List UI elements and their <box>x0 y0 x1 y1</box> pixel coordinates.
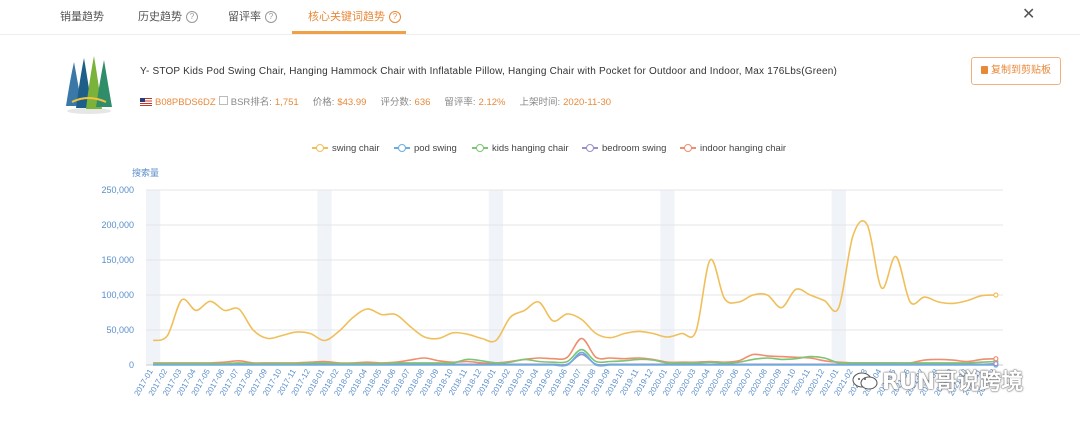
y-tick-label: 150,000 <box>101 255 134 265</box>
legend-item-swing-chair[interactable]: swing chair <box>312 143 380 154</box>
close-icon[interactable]: ✕ <box>1022 4 1036 23</box>
us-flag-icon <box>140 98 152 106</box>
product-image <box>66 56 112 114</box>
copy-to-clipboard-button[interactable]: 复制到剪贴板 <box>971 57 1061 85</box>
y-tick-label: 200,000 <box>101 220 134 230</box>
copy-icon <box>981 66 988 74</box>
legend-marker <box>472 143 488 153</box>
tab-review-rate[interactable]: 留评率? <box>228 8 277 24</box>
bsr-label: BSR排名: <box>230 97 272 108</box>
legend-marker <box>680 143 696 153</box>
legend-marker <box>312 143 328 153</box>
active-tab-indicator <box>292 31 406 34</box>
series-point <box>993 356 999 362</box>
tab-label: 历史趋势 <box>138 11 182 23</box>
watermark: RUN哥说跨境 <box>852 364 1023 396</box>
series-point <box>993 292 999 298</box>
series-point <box>993 361 999 367</box>
y-tick-label: 100,000 <box>101 290 134 300</box>
tab-label: 销量趋势 <box>60 11 104 23</box>
external-link-icon[interactable] <box>218 96 228 105</box>
product-title: Y- STOP Kids Pod Swing Chair, Hanging Ha… <box>140 66 838 77</box>
series-line-pod-swing <box>153 351 996 367</box>
y-axis-title: 搜索量 <box>132 168 160 178</box>
legend-label: swing chair <box>332 143 380 154</box>
bsr-value: 1,751 <box>274 97 299 108</box>
review-rate-value: 2.12% <box>478 97 506 108</box>
tab-history-trend[interactable]: 历史趋势? <box>138 8 198 24</box>
help-icon[interactable]: ? <box>389 11 401 23</box>
year-band <box>660 190 675 365</box>
legend-item-kids-hanging-chair[interactable]: kids hanging chair <box>472 143 569 154</box>
listed-value: 2020-11-30 <box>563 97 612 108</box>
year-band <box>831 190 846 365</box>
series-line-kids-hanging-chair <box>153 348 996 365</box>
tab-label: 核心关键词趋势 <box>308 11 385 23</box>
listed-label: 上架时间: <box>519 97 561 108</box>
chart-legend: swing chair pod swing kids hanging chair… <box>0 143 1080 157</box>
wechat-logo-icon <box>852 372 878 390</box>
asin-link[interactable]: B08PBDS6DZ <box>155 97 216 108</box>
tab-sales-trend[interactable]: 销量趋势 <box>60 8 104 24</box>
legend-item-pod-swing[interactable]: pod swing <box>394 143 457 154</box>
reviews-label: 评分数: <box>380 97 412 108</box>
price-value: $43.99 <box>337 97 367 108</box>
tab-label: 留评率 <box>228 11 261 23</box>
review-rate-label: 留评率: <box>444 97 476 108</box>
price-label: 价格: <box>312 97 335 108</box>
watermark-text: RUN哥说跨境 <box>882 370 1024 395</box>
legend-label: indoor hanging chair <box>700 143 787 154</box>
legend-item-bedroom-swing[interactable]: bedroom swing <box>582 143 666 154</box>
legend-label: bedroom swing <box>602 143 667 154</box>
product-meta: B08PBDS6DZ BSR排名: 1,751 价格: $43.99 评分数: 636 留评率… <box>140 94 625 108</box>
year-band <box>488 190 504 365</box>
legend-marker <box>394 143 410 153</box>
legend-label: kids hanging chair <box>492 143 569 154</box>
tab-bar: 销量趋势 历史趋势? 留评率? 核心关键词趋势? ✕ <box>0 0 1080 35</box>
series-line-swing-chair <box>152 220 996 343</box>
reviews-value: 636 <box>414 97 431 108</box>
y-tick-label: 250,000 <box>101 185 134 195</box>
copy-button-label: 复制到剪贴板 <box>991 65 1051 76</box>
help-icon[interactable]: ? <box>186 11 198 23</box>
y-tick-label: 0 <box>129 360 134 370</box>
legend-item-indoor-hanging-chair[interactable]: indoor hanging chair <box>680 143 786 154</box>
year-band <box>146 190 161 365</box>
legend-label: pod swing <box>414 143 457 154</box>
year-band <box>317 190 332 365</box>
legend-marker <box>582 143 598 153</box>
y-tick-label: 50,000 <box>106 325 134 335</box>
help-icon[interactable]: ? <box>265 11 277 23</box>
tab-core-keyword-trend[interactable]: 核心关键词趋势? <box>308 8 401 24</box>
